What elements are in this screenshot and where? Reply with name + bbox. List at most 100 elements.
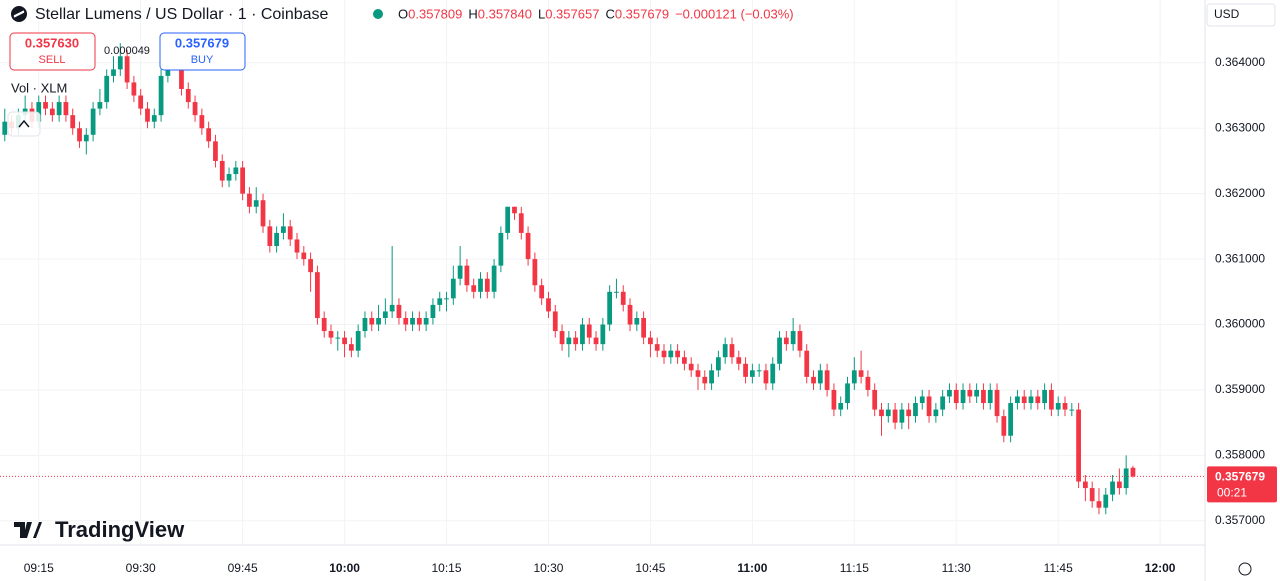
ohlc: O 0.357809 H 0.357840 L 0.357657 C 0.357679 [398, 6, 669, 21]
candle-body [743, 363, 748, 377]
candle-body [104, 75, 110, 103]
candle-body [382, 311, 388, 318]
candle-body [131, 82, 137, 96]
candle-body [947, 389, 952, 397]
candle-body [281, 226, 286, 233]
ohlc-value: 0.357809 [408, 6, 462, 21]
spread: 0.000049 [104, 45, 150, 57]
collapse-button[interactable] [7, 111, 41, 137]
candle-body [199, 115, 205, 129]
candle-body [552, 311, 558, 332]
candle-body [457, 265, 463, 279]
candle-body [899, 409, 905, 423]
settings-icon[interactable] [1238, 562, 1252, 576]
sell-label[interactable]: SELL [39, 54, 66, 66]
candle-body [1008, 403, 1014, 436]
candle-body [804, 350, 810, 377]
candle-body [260, 200, 266, 227]
candle-body [512, 206, 517, 214]
candle-body [532, 259, 538, 286]
candle-body [749, 370, 755, 377]
candle-body [1103, 494, 1109, 508]
candle-body [253, 200, 259, 207]
candle-body [546, 298, 551, 312]
x-tick-label: 12:00 [1145, 561, 1176, 575]
candle-body [933, 409, 939, 417]
candle-body [138, 95, 144, 109]
candle-body [648, 337, 653, 345]
candle-body [274, 232, 279, 247]
candle-body [478, 278, 483, 292]
candle-body [919, 396, 925, 404]
candle-body [892, 409, 898, 423]
ohlc-value: 0.357679 [615, 6, 669, 21]
candle-body [627, 304, 633, 325]
symbol-title: Stellar Lumens / US Dollar · 1 · Coinbas… [35, 6, 329, 23]
buy-label[interactable]: BUY [191, 54, 214, 66]
buy-price[interactable]: 0.357679 [175, 35, 229, 50]
candle-body [348, 344, 354, 351]
candle-body [484, 278, 490, 292]
candle-body [824, 370, 830, 390]
ohlc-key: L [538, 6, 545, 21]
y-tick-label: 0.360000 [1215, 317, 1265, 331]
candle-body [838, 403, 844, 410]
candle-body [845, 383, 850, 404]
candle-body [1021, 396, 1027, 404]
sell-button[interactable] [9, 32, 96, 71]
candle-body [817, 370, 823, 384]
candle-body [158, 75, 164, 116]
currency-button[interactable] [1206, 3, 1276, 27]
candle-body [885, 409, 891, 417]
sell-price[interactable]: 0.357630 [25, 35, 79, 50]
candle-body [1035, 396, 1041, 404]
candle-body [811, 376, 816, 384]
candle-body [573, 337, 579, 345]
candle-body [410, 317, 415, 325]
candle-body [301, 252, 307, 260]
logo-icon [14, 522, 42, 538]
candle-body [607, 291, 613, 325]
candle-body [362, 317, 368, 332]
x-tick-label: 11:30 [942, 561, 971, 575]
candle-body [416, 317, 422, 325]
candle-body [879, 409, 884, 417]
candle-body [518, 213, 524, 233]
buy-button[interactable] [159, 32, 246, 71]
collapse-icon[interactable] [18, 119, 30, 128]
logo: TradingView [55, 517, 185, 542]
candle-body [926, 396, 932, 417]
candle-body [763, 370, 769, 384]
candle-body [756, 370, 762, 372]
x-tick-label: 11:00 [737, 561, 767, 575]
candle-body [90, 108, 96, 135]
candle-body [770, 363, 776, 384]
candle-body [851, 370, 857, 384]
candle-body [967, 389, 973, 397]
candle-body [423, 317, 429, 325]
candle-body [43, 102, 48, 109]
currency[interactable]: USD [1214, 7, 1240, 21]
header: Stellar Lumens / US Dollar · 1 · Coinbas… [7, 3, 1276, 576]
candle-body [1028, 396, 1034, 404]
x-tick-label: 10:45 [635, 561, 665, 575]
candle-body [2, 121, 8, 135]
candle-body [335, 337, 341, 339]
y-tick-label: 0.358000 [1215, 448, 1265, 462]
candle-body [1049, 389, 1054, 410]
candle-body [49, 108, 55, 116]
x-tick-label: 09:45 [228, 561, 258, 575]
y-tick-label: 0.361000 [1215, 251, 1265, 265]
candle-body [450, 278, 456, 299]
candle-body [953, 389, 959, 404]
ohlc-key: H [468, 6, 477, 21]
candle-body [566, 337, 572, 345]
coin-icon [13, 10, 25, 18]
candle-body [722, 344, 728, 358]
candle-body [355, 331, 361, 351]
candle-body [83, 134, 89, 142]
candle-body [430, 304, 436, 318]
volume-label: Vol · XLM [11, 80, 67, 95]
candle-body [328, 331, 334, 338]
